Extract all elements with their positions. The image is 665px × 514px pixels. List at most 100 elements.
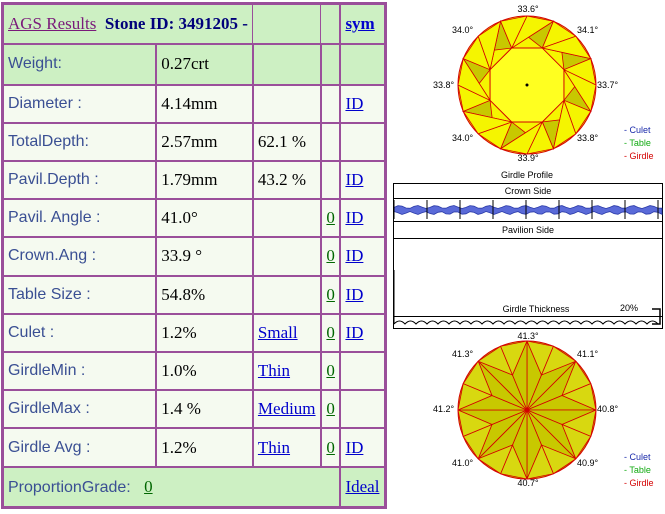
pavilion-culet (525, 408, 529, 412)
lower-girdle-facet (462, 360, 493, 397)
row-extra-cell (252, 84, 322, 123)
row-label-cell: Diameter : (3, 84, 157, 123)
row-extra: 43.2 % (257, 170, 307, 190)
row-grade-cell: 0 (321, 313, 341, 352)
row-extra[interactable]: Medium (257, 399, 316, 419)
upper-girdle-facet (457, 57, 492, 102)
row-value-cell: 2.57mm (156, 122, 253, 161)
row-id-link[interactable]: ID (345, 246, 364, 266)
table-row: Crown.Ang : 33.9 ° 0 ID (3, 237, 385, 276)
row-label: Diameter : (8, 94, 82, 112)
crown-angle-bottom-left: 34.0° (452, 133, 474, 143)
crown-legend: - Culet - Table - Girdle (624, 124, 654, 163)
row-id-link[interactable]: ID (345, 208, 364, 228)
row-grade-cell: 0 (321, 199, 341, 238)
row-value-cell: 41.0° (156, 199, 253, 238)
crown-angle-top-left: 34.0° (452, 25, 474, 35)
row-value: 1.2% (161, 437, 197, 457)
row-label-cell: GirdleMax : (3, 390, 157, 429)
row-value: 0.27crt (161, 54, 209, 74)
row-value: 54.8% (161, 284, 206, 304)
ags-results-link[interactable]: AGS Results (8, 14, 97, 34)
row-label-cell: Pavil. Angle : (3, 199, 157, 238)
pavilion-angle-top-left: 41.3° (452, 349, 474, 359)
row-value-cell: 54.8% (156, 275, 253, 314)
row-extra[interactable]: Small (257, 322, 298, 342)
row-id-link[interactable]: ID (345, 322, 364, 342)
crown-angle-left: 33.8° (433, 80, 455, 90)
row-grade-cell: 0 (321, 237, 341, 276)
row-value: 41.0° (161, 208, 198, 228)
lower-girdle-facet (500, 340, 528, 376)
proportion-result-cell: Ideal (340, 466, 385, 507)
row-value: 1.2% (161, 322, 197, 342)
row-grade[interactable]: 0 (326, 246, 335, 266)
lower-girdle-facet (540, 345, 577, 376)
row-id-link-cell (340, 122, 385, 161)
row-extra-cell: 62.1 % (252, 122, 322, 161)
row-grade[interactable]: 0 (326, 399, 335, 419)
row-label: Pavil. Angle : (8, 209, 101, 227)
crown-facet-diagram (457, 15, 597, 155)
row-id-link-cell: ID (340, 275, 385, 314)
table-row: Culet : 1.2% Small 0 ID (3, 313, 385, 352)
crown-angle-right: 33.7° (597, 80, 619, 90)
row-extra[interactable]: Thin (257, 361, 291, 381)
pavilion-legend: - Culet - Table - Girdle (624, 451, 654, 490)
results-table: AGS Results Stone ID: 3491205 - sym Weig… (1, 2, 387, 509)
row-id-link[interactable]: ID (345, 284, 364, 304)
row-extra-cell: 43.2 % (252, 160, 322, 200)
row-id-link[interactable]: ID (345, 93, 364, 113)
table-row: TotalDepth: 2.57mm 62.1 % (3, 122, 385, 161)
row-grade[interactable]: 0 (326, 208, 335, 228)
row-extra[interactable]: Thin (257, 437, 291, 457)
row-id-link-cell (340, 351, 385, 391)
legend-girdle: - Girdle (624, 151, 654, 161)
ideal-link[interactable]: Ideal (345, 476, 380, 496)
row-label-cell: Crown.Ang : (3, 237, 157, 276)
row-value-cell: 1.79mm (156, 160, 253, 200)
row-label-cell: Pavil.Depth : (3, 160, 157, 200)
row-value: 4.14mm (161, 93, 218, 113)
table-row: Weight: 0.27crt (3, 44, 385, 85)
legend-culet-2: - Culet (624, 452, 651, 462)
row-grade[interactable]: 0 (326, 361, 335, 381)
row-id-link-cell: ID (340, 199, 385, 238)
row-label: TotalDepth: (8, 132, 89, 150)
lower-girdle-facet (561, 383, 597, 411)
row-extra-cell: Medium (252, 390, 322, 429)
proportion-grade-link[interactable]: 0 (144, 476, 153, 496)
upper-girdle-facet (540, 35, 592, 60)
crown-angle-top: 33.6° (517, 4, 539, 14)
row-id-link-cell (340, 44, 385, 85)
row-value-cell: 1.2% (156, 428, 253, 467)
row-id-link[interactable]: ID (345, 437, 364, 457)
row-extra-cell: Thin (252, 428, 322, 467)
row-label-cell: Table Size : (3, 275, 157, 314)
sym-header: sym (340, 4, 385, 45)
row-value-cell: 1.4 % (156, 390, 253, 429)
legend-table-2: - Table (624, 465, 651, 475)
row-extra-cell: Thin (252, 351, 322, 391)
crown-angle-bottom: 33.9° (517, 153, 539, 163)
proportion-grade-label: ProportionGrade: 0 (3, 466, 341, 507)
header-row: AGS Results Stone ID: 3491205 - sym (3, 4, 385, 45)
row-grade[interactable]: 0 (326, 284, 335, 304)
row-extra-cell (252, 237, 322, 276)
upper-girdle-facet (477, 20, 502, 72)
row-grade[interactable]: 0 (326, 322, 335, 342)
sym-link[interactable]: sym (345, 14, 375, 34)
legend-girdle-2: - Girdle (624, 478, 654, 488)
girdle-profile-caption: Girdle Profile (501, 170, 553, 180)
legend-table: - Table (624, 138, 651, 148)
lower-girdle-facet (526, 444, 554, 480)
crown-angle-bottom-right: 33.8° (577, 133, 599, 143)
row-grade[interactable]: 0 (326, 437, 335, 457)
row-label-cell: GirdleMin : (3, 351, 157, 391)
row-id-link-cell: ID (340, 313, 385, 352)
thickness-wave (393, 320, 659, 325)
row-id-link[interactable]: ID (345, 170, 364, 190)
pavilion-view: 41.3° 41.3° 41.1° 41.2° 40.8° 41.0° 40.9… (433, 331, 619, 488)
pavilion-angle-top: 41.3° (517, 331, 539, 341)
girdle-band (393, 205, 663, 216)
